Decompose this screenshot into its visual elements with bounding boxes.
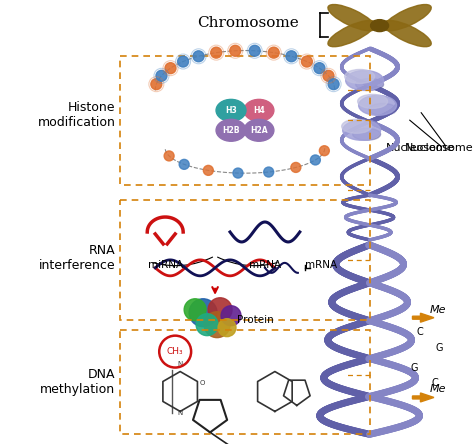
- Text: Protein: Protein: [237, 315, 274, 325]
- Ellipse shape: [328, 20, 375, 47]
- Circle shape: [189, 299, 217, 327]
- Text: G: G: [436, 343, 443, 352]
- Ellipse shape: [371, 20, 389, 32]
- Text: H4: H4: [253, 106, 265, 115]
- FancyArrow shape: [412, 313, 434, 322]
- Circle shape: [208, 298, 232, 322]
- Circle shape: [310, 155, 320, 165]
- Text: CH₃: CH₃: [167, 347, 183, 356]
- Circle shape: [196, 314, 218, 336]
- Circle shape: [319, 146, 329, 156]
- Circle shape: [193, 51, 204, 62]
- Text: Nucleosome: Nucleosome: [405, 143, 474, 153]
- Circle shape: [291, 162, 301, 172]
- Circle shape: [264, 167, 273, 177]
- Ellipse shape: [244, 99, 274, 121]
- Ellipse shape: [328, 4, 375, 31]
- Circle shape: [314, 63, 325, 73]
- Circle shape: [179, 159, 189, 170]
- Circle shape: [184, 299, 206, 321]
- Text: mRNA: mRNA: [249, 260, 281, 270]
- Ellipse shape: [384, 20, 431, 47]
- Circle shape: [164, 151, 174, 161]
- Circle shape: [165, 63, 176, 73]
- Circle shape: [230, 45, 241, 56]
- Text: C: C: [416, 327, 423, 337]
- Ellipse shape: [358, 94, 388, 108]
- Ellipse shape: [369, 103, 397, 115]
- Circle shape: [268, 47, 279, 58]
- Circle shape: [301, 56, 312, 67]
- Text: H2B: H2B: [222, 126, 240, 135]
- Ellipse shape: [384, 4, 431, 31]
- Text: H3: H3: [225, 106, 237, 115]
- Bar: [120, 200, 370, 320]
- FancyArrow shape: [412, 393, 434, 402]
- Circle shape: [203, 166, 213, 175]
- Text: C: C: [431, 379, 438, 388]
- Ellipse shape: [343, 120, 381, 140]
- Ellipse shape: [244, 119, 274, 141]
- Circle shape: [204, 312, 230, 338]
- Ellipse shape: [345, 69, 374, 83]
- Text: N: N: [178, 410, 183, 417]
- Text: DNA
methylation: DNA methylation: [40, 368, 115, 396]
- Ellipse shape: [359, 95, 397, 115]
- Text: Me: Me: [429, 305, 446, 315]
- Circle shape: [286, 51, 297, 62]
- Text: Chromosome: Chromosome: [197, 16, 299, 30]
- Circle shape: [249, 45, 260, 56]
- Text: O: O: [200, 380, 205, 387]
- Text: N: N: [178, 360, 183, 367]
- Circle shape: [218, 319, 236, 337]
- Circle shape: [156, 70, 167, 81]
- Text: Me: Me: [429, 384, 446, 394]
- Text: Histone
modification: Histone modification: [37, 101, 115, 129]
- Text: miRNA: miRNA: [147, 260, 183, 270]
- Ellipse shape: [346, 70, 383, 90]
- Circle shape: [323, 70, 334, 81]
- Text: Nucleosome: Nucleosome: [386, 143, 455, 153]
- Circle shape: [178, 56, 189, 67]
- Bar: [120, 330, 370, 434]
- Circle shape: [233, 168, 243, 178]
- Text: mRNA: mRNA: [305, 260, 337, 270]
- Text: RNA
interference: RNA interference: [39, 244, 115, 272]
- Ellipse shape: [216, 99, 246, 121]
- Ellipse shape: [216, 119, 246, 141]
- Bar: [120, 56, 370, 185]
- Circle shape: [221, 306, 241, 326]
- Ellipse shape: [356, 78, 383, 90]
- Ellipse shape: [342, 119, 372, 134]
- Circle shape: [151, 79, 162, 89]
- Text: H2A: H2A: [250, 126, 268, 135]
- Text: G: G: [411, 363, 418, 372]
- Ellipse shape: [353, 128, 381, 140]
- Circle shape: [211, 47, 222, 58]
- Circle shape: [328, 79, 339, 89]
